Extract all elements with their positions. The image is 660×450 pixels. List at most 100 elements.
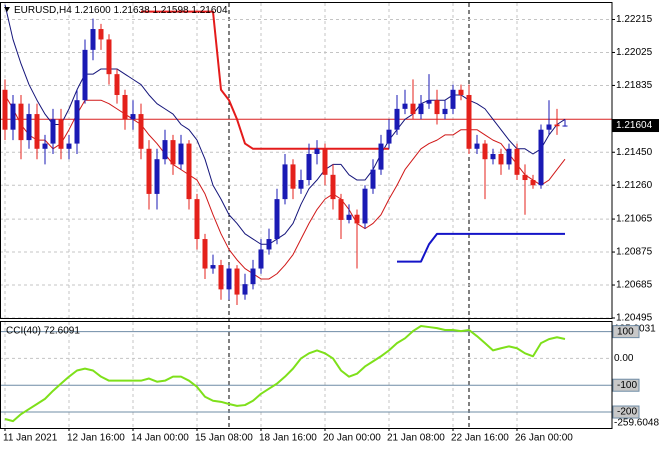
cci-line	[4, 324, 566, 423]
candle-body	[114, 74, 120, 95]
cci-title: CCI(40) 72.6091	[6, 326, 80, 337]
indicator-line	[141, 10, 389, 150]
candle-body	[330, 174, 336, 200]
menu-triangle	[4, 7, 10, 12]
candle-body	[514, 148, 520, 175]
candle-body	[346, 214, 352, 220]
candle-body	[26, 114, 32, 141]
y-tick-label: 1.21065	[616, 214, 653, 225]
y-tick-label: 1.21835	[616, 80, 653, 91]
candle-body	[362, 188, 368, 224]
x-tick-label: 15 Jan 08:00	[195, 433, 253, 444]
candle-body	[490, 153, 496, 160]
y-tick-label: 1.22215	[616, 14, 653, 25]
candle-body	[298, 180, 304, 189]
candle-body	[146, 148, 152, 194]
x-tick-label: 14 Jan 00:00	[131, 433, 189, 444]
candle-body	[122, 94, 128, 120]
candle-body	[58, 119, 64, 149]
x-tick-label: 21 Jan 08:00	[387, 433, 445, 444]
level-label-box	[612, 378, 640, 392]
candle-body	[186, 143, 192, 200]
candle-body	[482, 143, 488, 160]
candle-body	[34, 114, 40, 149]
cci-panel-frame	[0, 321, 613, 429]
candle-body	[378, 143, 384, 170]
x-tick-label: 11 Jan 2021	[3, 433, 58, 444]
candle-body	[154, 159, 160, 194]
low-label: 1.21598	[152, 5, 189, 16]
candle-body	[178, 143, 184, 165]
candle-body	[130, 114, 136, 120]
last-price-label: 1.21604	[616, 120, 653, 131]
y-tick-label: 1.22025	[616, 47, 653, 58]
y-tick-label: 1.20875	[616, 247, 653, 258]
candle-body	[562, 125, 568, 127]
candle-body	[522, 174, 528, 181]
candle-body	[426, 100, 432, 104]
candle-body	[218, 265, 224, 290]
candle-body	[66, 143, 72, 149]
candle-body	[498, 153, 504, 165]
level-label: -200	[617, 407, 637, 418]
candle-body	[394, 108, 400, 130]
y-tick-label: 0.00	[614, 353, 634, 364]
indicator-line	[4, 4, 566, 245]
candle-body	[402, 103, 408, 109]
candle-body	[546, 124, 552, 130]
candle-body	[194, 199, 200, 240]
candle-body	[386, 129, 392, 144]
symbol: EURUSD,H4	[14, 5, 72, 16]
candle-body	[202, 239, 208, 269]
candle-body	[538, 129, 544, 186]
high-label: 1.21638	[114, 5, 151, 16]
candle-body	[442, 108, 448, 115]
candle-body	[474, 143, 480, 149]
indicator-line	[397, 232, 565, 263]
candle-body	[466, 94, 472, 149]
candle-body	[2, 89, 8, 130]
y-tick-label: -259.6048	[614, 418, 659, 429]
x-tick-label: 12 Jan 16:00	[67, 433, 125, 444]
level-label: 100	[617, 326, 634, 337]
candle-body	[506, 148, 512, 165]
candle-body	[170, 140, 176, 165]
candle-body	[74, 100, 80, 144]
candle-body	[42, 143, 48, 149]
candle-body	[98, 29, 104, 40]
candle-body	[410, 103, 416, 115]
candle-body	[322, 148, 328, 175]
candle-body	[10, 103, 16, 130]
candle-body	[450, 89, 456, 109]
main-panel-frame	[0, 2, 613, 319]
candle-body	[266, 239, 272, 250]
y-tick-label: 1.20495	[616, 313, 653, 324]
y-tick-label: 1.21450	[616, 147, 653, 158]
candle-body	[50, 119, 56, 144]
y-tick-label: 1.20685	[616, 280, 653, 291]
candle-body	[226, 268, 232, 290]
candle-body	[258, 249, 264, 269]
candle-body	[554, 124, 560, 127]
last-price-box	[612, 119, 659, 133]
candle-body	[82, 49, 88, 101]
x-tick-label: 22 Jan 16:00	[451, 433, 509, 444]
candle-body	[274, 199, 280, 240]
candle-body	[418, 103, 424, 115]
candle-body	[458, 89, 464, 95]
level-label-box	[612, 325, 640, 339]
candle-body	[250, 268, 256, 285]
candle-body	[210, 265, 216, 269]
level-label-box	[612, 405, 640, 419]
candle-body	[90, 29, 96, 50]
x-tick-label: 26 Jan 00:00	[515, 433, 573, 444]
y-tick-label: 1.21260	[616, 180, 653, 191]
candle-body	[530, 180, 536, 186]
candle-body	[106, 39, 112, 75]
indicator-line	[4, 94, 566, 280]
candle-body	[434, 100, 440, 115]
plot-layer	[0, 3, 612, 428]
candle-body	[290, 164, 296, 189]
candle-body	[282, 164, 288, 200]
